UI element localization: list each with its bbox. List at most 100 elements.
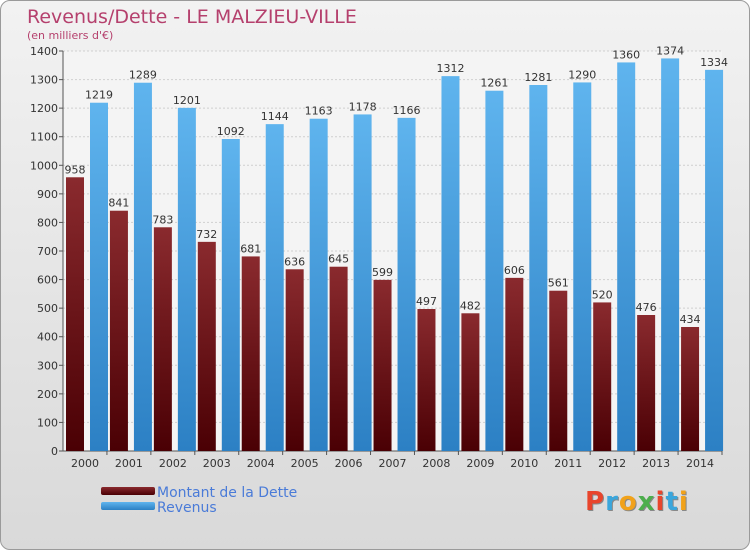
bar-dette <box>637 315 656 451</box>
bar-dette <box>153 227 172 451</box>
data-label: 645 <box>328 253 349 266</box>
logo-letter: o <box>618 487 638 517</box>
logo-letter: t <box>665 487 679 517</box>
y-tick-label: 300 <box>37 359 58 372</box>
bar-dette <box>593 302 612 451</box>
data-label: 958 <box>65 163 86 176</box>
bar-dette <box>285 269 304 451</box>
x-tick-label: 2008 <box>422 457 450 470</box>
bar-revenus <box>485 90 504 451</box>
y-tick-label: 1300 <box>30 74 58 87</box>
data-label: 1144 <box>261 110 289 123</box>
data-label: 1166 <box>393 104 421 117</box>
data-label: 1289 <box>129 69 157 82</box>
x-tick-label: 2001 <box>115 457 143 470</box>
bar-dette <box>66 177 84 452</box>
logo-letter: i <box>678 487 689 517</box>
data-label: 1201 <box>173 94 201 107</box>
bar-revenus <box>177 107 196 451</box>
logo-letter: x <box>637 487 656 517</box>
x-tick-label: 2009 <box>466 457 494 470</box>
data-label: 476 <box>636 301 657 314</box>
data-label: 599 <box>372 266 393 279</box>
bar-dette <box>329 266 348 451</box>
bar-revenus <box>617 62 636 452</box>
x-tick-label: 2013 <box>642 457 670 470</box>
y-tick-label: 1000 <box>30 159 58 172</box>
data-label: 520 <box>592 288 613 301</box>
data-label: 434 <box>680 313 701 326</box>
data-label: 1178 <box>349 100 377 113</box>
bar-revenus <box>133 82 152 451</box>
y-tick-label: 1100 <box>30 131 58 144</box>
data-label: 1092 <box>217 125 245 138</box>
data-label: 783 <box>152 213 173 226</box>
bar-revenus <box>441 76 460 452</box>
y-tick-label: 0 <box>51 445 58 458</box>
data-label: 841 <box>108 197 129 210</box>
bar-revenus <box>661 58 680 452</box>
y-tick-label: 600 <box>37 274 58 287</box>
legend-label-revenus: Revenus <box>157 500 217 516</box>
data-label: 1290 <box>568 68 596 81</box>
chart-title: Revenus/Dette - LE MALZIEU-VILLE <box>27 6 357 28</box>
legend-label-dette: Montant de la Dette <box>157 485 298 501</box>
logo-letter: i <box>655 487 666 517</box>
bar-dette <box>109 210 128 451</box>
x-tick-label: 2012 <box>598 457 626 470</box>
bar-dette <box>417 309 436 451</box>
bar-revenus <box>353 114 372 451</box>
legend-swatch-dette <box>101 487 155 495</box>
y-tick-label: 200 <box>37 388 58 401</box>
data-label: 681 <box>240 242 261 255</box>
y-tick-label: 100 <box>37 416 58 429</box>
data-label: 606 <box>504 264 525 277</box>
bar-dette <box>461 313 480 451</box>
legend-swatch-revenus <box>101 502 155 510</box>
x-tick-label: 2004 <box>247 457 275 470</box>
data-label: 497 <box>416 295 437 308</box>
x-tick-label: 2007 <box>379 457 407 470</box>
y-tick-label: 400 <box>37 331 58 344</box>
bar-dette <box>241 256 260 451</box>
bar-revenus <box>90 102 108 451</box>
x-tick-label: 2006 <box>335 457 363 470</box>
bar-revenus <box>265 124 284 452</box>
chart-subtitle: (en milliers d'€) <box>27 29 114 42</box>
bar-revenus <box>705 69 724 451</box>
bar-dette <box>505 277 524 451</box>
bar-revenus <box>221 139 240 451</box>
y-tick-label: 500 <box>37 302 58 315</box>
data-label: 1219 <box>85 89 113 102</box>
y-tick-label: 900 <box>37 188 58 201</box>
y-tick-label: 800 <box>37 216 58 229</box>
data-label: 561 <box>548 277 569 290</box>
bar-dette <box>197 241 216 451</box>
x-tick-label: 2000 <box>71 457 99 470</box>
bar-dette <box>373 279 392 451</box>
data-label: 1334 <box>700 56 728 69</box>
logo-letter: P <box>585 487 606 517</box>
logo-letter: r <box>605 487 619 517</box>
data-label: 1281 <box>524 71 552 84</box>
data-label: 1163 <box>305 105 333 118</box>
y-tick-label: 700 <box>37 245 58 258</box>
y-tick-label: 1200 <box>30 102 58 115</box>
bar-dette <box>681 327 700 451</box>
bar-revenus <box>309 118 328 451</box>
bar-revenus <box>573 82 592 451</box>
bar-revenus <box>397 117 416 451</box>
data-label: 1374 <box>656 44 684 57</box>
proxiti-logo: Proxiti <box>585 487 689 517</box>
x-tick-label: 2003 <box>203 457 231 470</box>
data-label: 732 <box>196 228 217 241</box>
x-tick-label: 2014 <box>686 457 714 470</box>
data-label: 482 <box>460 299 481 312</box>
data-label: 636 <box>284 255 305 268</box>
x-tick-label: 2002 <box>159 457 187 470</box>
x-tick-label: 2010 <box>510 457 538 470</box>
x-tick-label: 2005 <box>291 457 319 470</box>
data-label: 1261 <box>480 77 508 90</box>
